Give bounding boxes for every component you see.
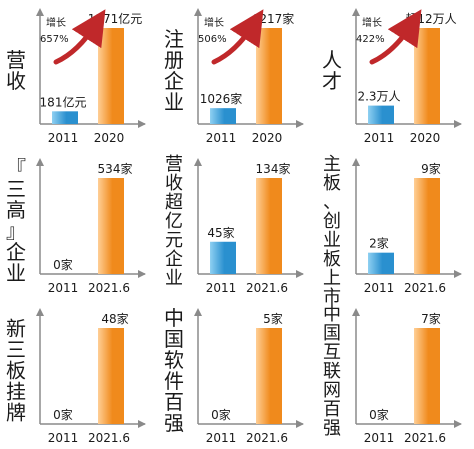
data-label: 0家: [53, 257, 73, 272]
y-axis-arrow-icon: [36, 8, 44, 16]
growth-arrow-icon: [53, 9, 106, 65]
data-label: 0家: [53, 407, 73, 422]
data-label: 7家: [421, 311, 441, 326]
data-label: 0家: [211, 407, 231, 422]
tick-label: 2011: [364, 431, 395, 445]
data-label: 5家: [263, 311, 283, 326]
panel-4: 『三高』企业 0家 2011 534家 2021.6: [6, 156, 146, 295]
tick-label: 2011: [364, 281, 395, 295]
data-label: 48家: [101, 311, 128, 326]
panel-title: 新三板挂牌: [6, 317, 26, 425]
bar: [98, 328, 124, 424]
data-label: 0家: [369, 407, 389, 422]
tick-label: 2021.6: [88, 281, 130, 295]
panel-title: 主板、创业板上市: [323, 154, 341, 308]
panel-title: 营收: [6, 48, 26, 93]
panel-title: 『三高』企业: [6, 156, 26, 285]
data-label: 9家: [421, 161, 441, 176]
tick-label: 2011: [206, 281, 237, 295]
panel-8: 中国软件百强 0家 2011 5家 2021.6: [164, 306, 304, 445]
panel-6: 主板、创业板上市 2家 2011 9家 2021.6: [323, 154, 462, 308]
y-axis-arrow-icon: [352, 158, 360, 166]
panel-title: 中国互联网百强: [323, 304, 341, 439]
tick-label: 2020: [94, 131, 125, 145]
panel-5: 营收超亿元企业 45家 2011 134家 2021.6: [165, 154, 304, 295]
panel-title: 中国软件百强: [164, 306, 184, 435]
x-axis-arrow-icon: [138, 270, 146, 278]
data-label: 2家: [369, 236, 389, 251]
tick-label: 2011: [206, 431, 237, 445]
growth-arrow-icon: [211, 9, 264, 65]
tick-label: 2020: [410, 131, 441, 145]
y-axis-arrow-icon: [352, 8, 360, 16]
data-label: 534家: [98, 161, 133, 176]
growth-label: 增长: [362, 16, 382, 29]
x-axis-arrow-icon: [296, 120, 304, 128]
panel-title: 注册企业: [164, 27, 184, 114]
x-axis-arrow-icon: [454, 420, 462, 428]
growth-value: 506%: [198, 34, 227, 45]
tick-label: 2021.6: [246, 431, 288, 445]
bar: [256, 178, 282, 274]
bar: [210, 108, 236, 124]
x-axis-arrow-icon: [296, 420, 304, 428]
bar: [256, 328, 282, 424]
tick-label: 2011: [48, 131, 79, 145]
bar: [98, 28, 124, 124]
x-axis-arrow-icon: [296, 270, 304, 278]
y-axis-arrow-icon: [36, 158, 44, 166]
tick-label: 2021.6: [88, 431, 130, 445]
growth-label: 增长: [204, 16, 224, 29]
panel-title: 营收超亿元企业: [165, 154, 183, 289]
panel-9: 中国互联网百强 0家 2011 7家 2021.6: [323, 304, 462, 445]
bar: [414, 328, 440, 424]
data-label: 45家: [207, 225, 234, 240]
x-axis-arrow-icon: [454, 120, 462, 128]
bar: [368, 252, 394, 274]
growth-label: 增长: [46, 16, 66, 29]
tick-label: 2021.6: [404, 281, 446, 295]
bar: [368, 105, 394, 124]
data-label: 6217家: [252, 11, 295, 26]
bar: [52, 111, 78, 124]
data-label: 2.3万人: [357, 90, 400, 104]
bar: [414, 28, 440, 124]
y-axis-arrow-icon: [194, 308, 202, 316]
tick-label: 2021.6: [246, 281, 288, 295]
growth-value: 657%: [40, 34, 69, 45]
panel-2: 注册企业 1026家 2011 6217家 2020 增长 506%: [164, 8, 304, 145]
y-axis-arrow-icon: [352, 308, 360, 316]
data-label: 134家: [256, 161, 291, 176]
panel-title: 人才: [322, 48, 342, 93]
tick-label: 2020: [252, 131, 283, 145]
tick-label: 2011: [48, 431, 79, 445]
bar: [210, 241, 236, 274]
tick-label: 2011: [206, 131, 237, 145]
growth-value: 422%: [356, 34, 385, 45]
x-axis-arrow-icon: [138, 420, 146, 428]
x-axis-arrow-icon: [454, 270, 462, 278]
y-axis-arrow-icon: [36, 308, 44, 316]
growth-arrow-icon: [369, 9, 422, 65]
bar: [414, 178, 440, 274]
data-label: 181亿元: [40, 94, 87, 109]
y-axis-arrow-icon: [194, 158, 202, 166]
bar: [98, 178, 124, 274]
tick-label: 2021.6: [404, 431, 446, 445]
x-axis-arrow-icon: [138, 120, 146, 128]
data-label: 1026家: [200, 91, 243, 106]
bar: [256, 28, 282, 124]
tick-label: 2011: [364, 131, 395, 145]
tick-label: 2011: [48, 281, 79, 295]
panel-7: 新三板挂牌 0家 2011 48家 2021.6: [6, 308, 146, 445]
y-axis-arrow-icon: [194, 8, 202, 16]
